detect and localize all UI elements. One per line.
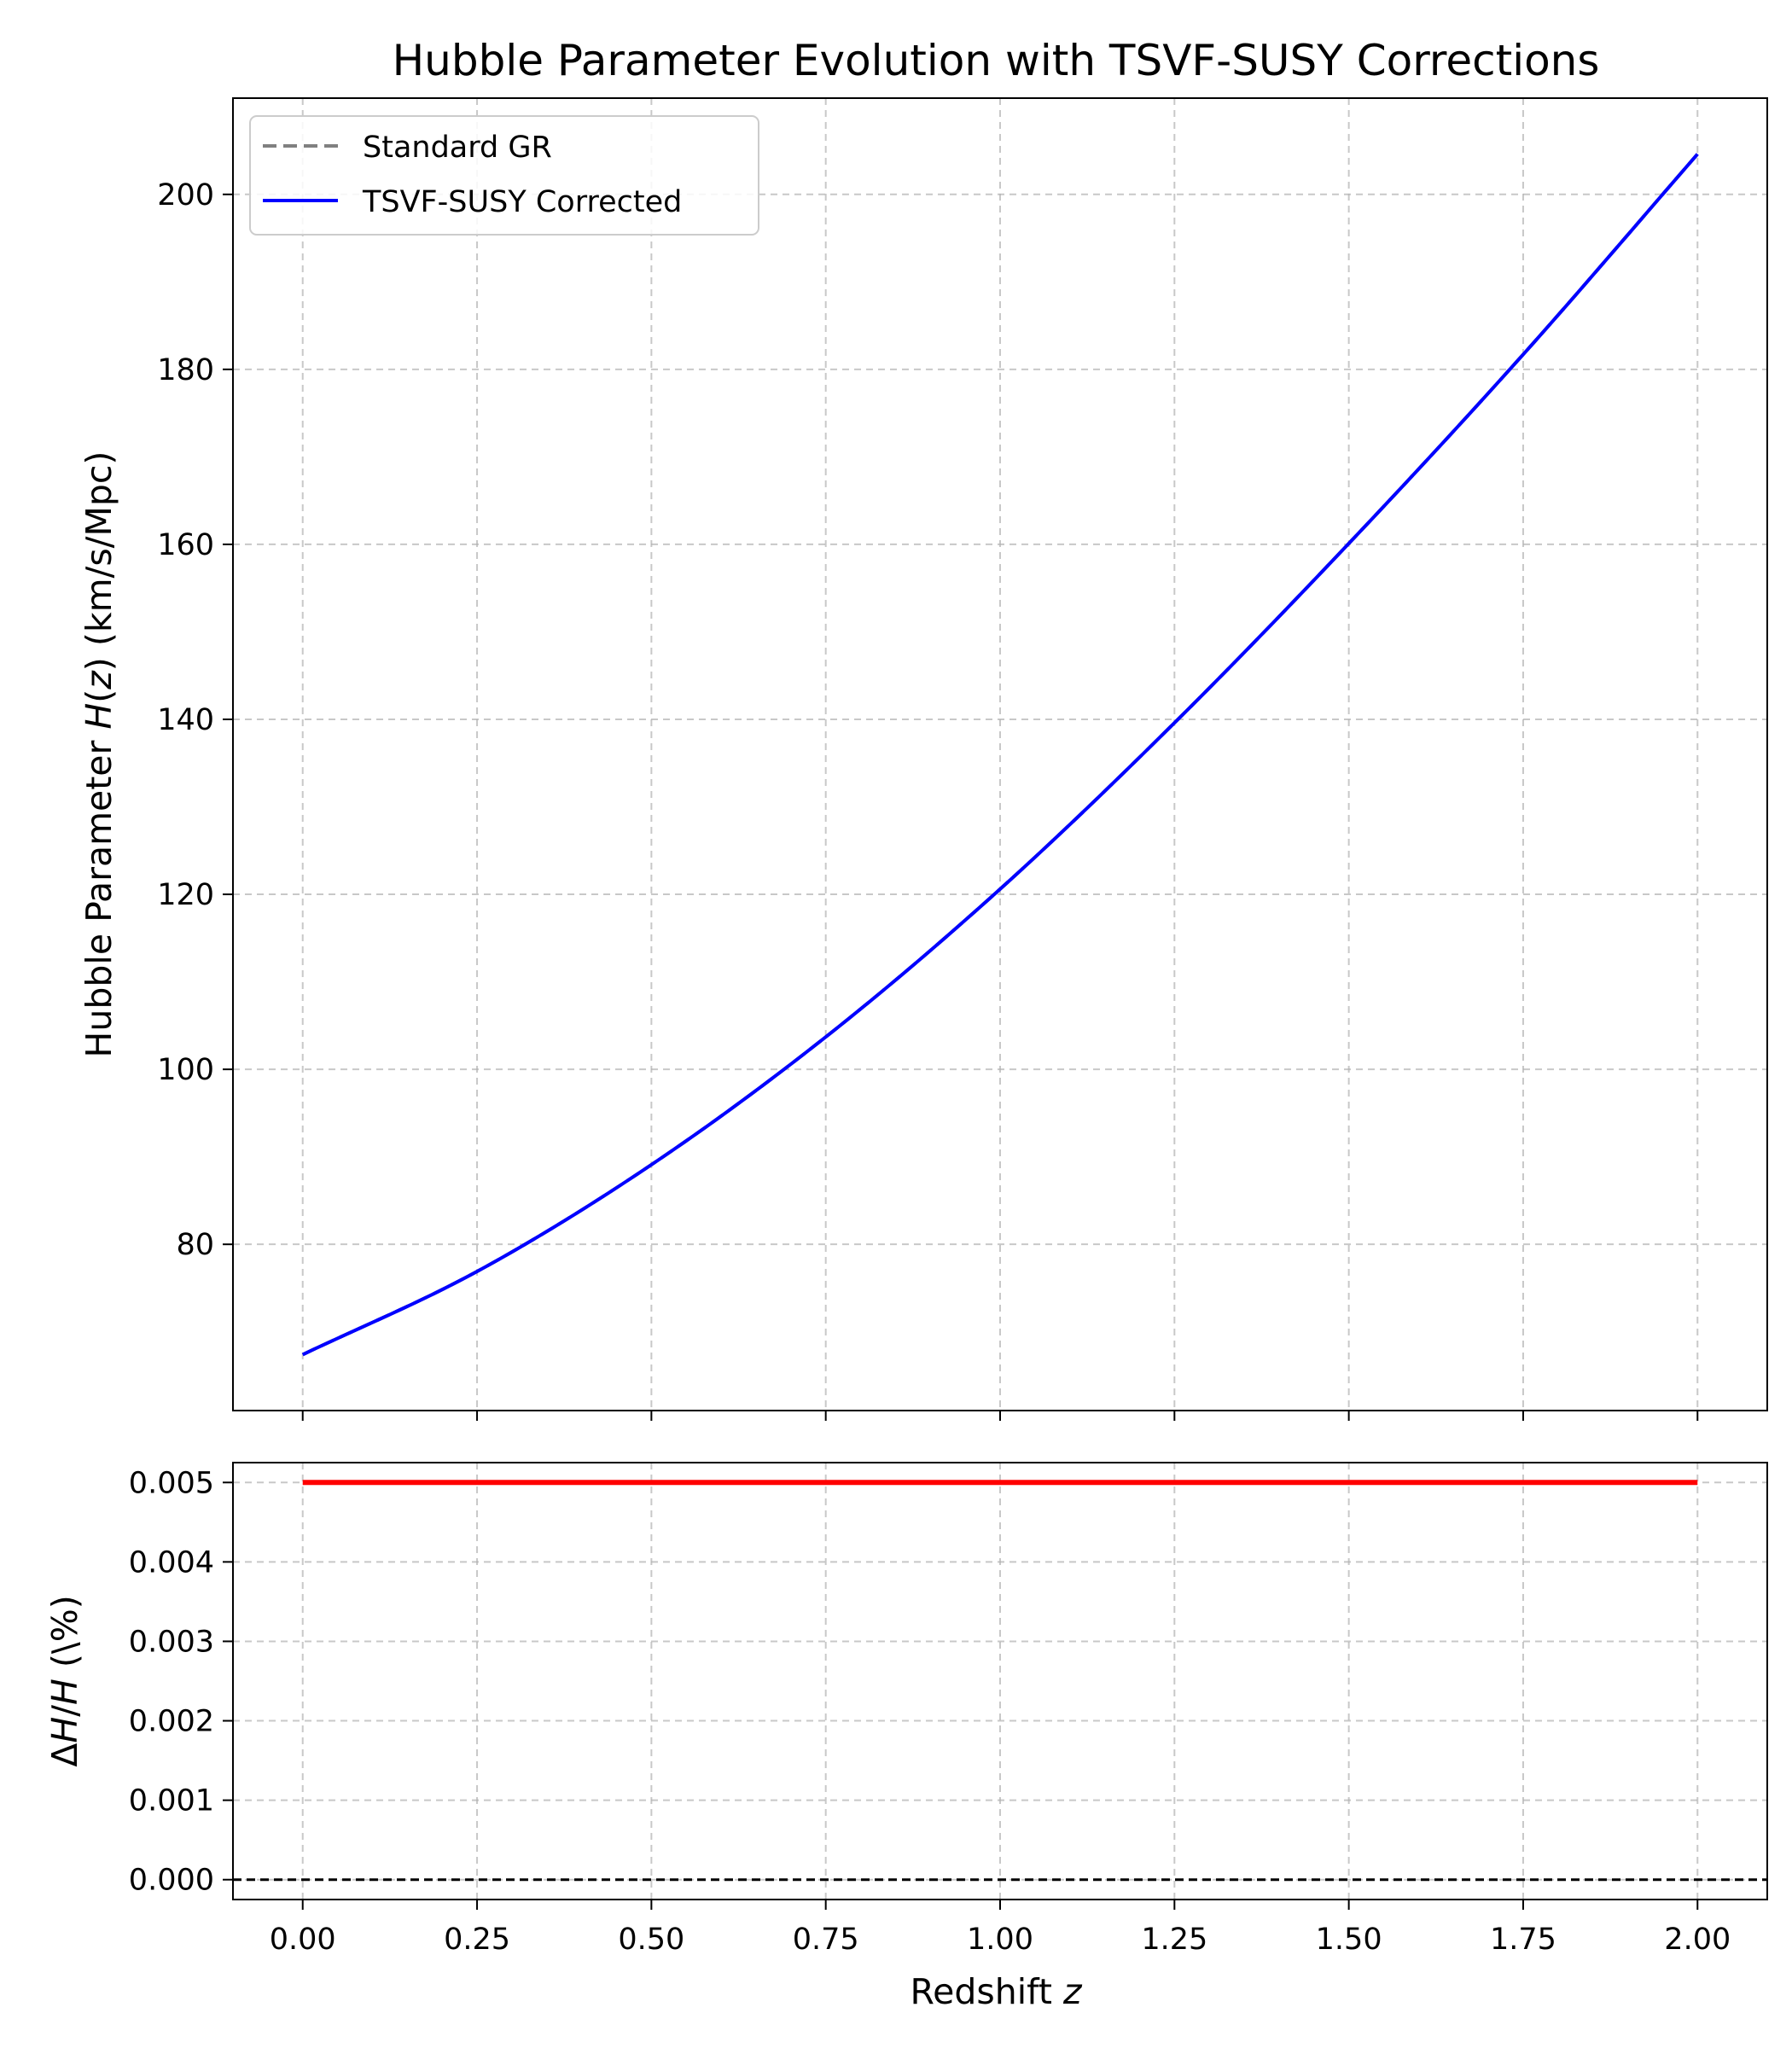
x-axis-label: Redshift z <box>911 1971 1083 2012</box>
top-y-tick-label: 80 <box>176 1228 214 1262</box>
bottom-series-layer <box>233 1480 1767 1882</box>
bottom-y-axis-label: ΔH/H (\%) <box>44 1595 85 1766</box>
x-label-math-z: z <box>1062 1971 1083 2012</box>
top-y-tick-label: 180 <box>157 353 214 387</box>
top-series-layer <box>301 153 1699 1357</box>
bottom-x-tick-label: 1.50 <box>1316 1923 1382 1957</box>
top-grid <box>233 98 1767 1411</box>
legend-label-tsvf-susy: TSVF-SUSY Corrected <box>362 185 682 219</box>
top-y-label-math-h: H <box>79 703 119 730</box>
x-label-text: Redshift <box>911 1971 1063 2012</box>
top-y-label-suffix: ) (km/s/Mpc) <box>79 451 119 672</box>
bottom-panel: 0.00 0.25 0.50 0.75 1.00 1.25 1.50 1.75 2.00 0.0… <box>44 1462 1768 2012</box>
bottom-x-tick-label: 0.50 <box>618 1923 684 1957</box>
chart-title: Hubble Parameter Evolution with TSVF-SUS… <box>393 36 1600 85</box>
bottom-x-tick-label: 1.75 <box>1490 1923 1556 1957</box>
bottom-x-ticks: 0.00 0.25 0.50 0.75 1.00 1.25 1.50 1.75 2.00 <box>270 1900 1731 1957</box>
bottom-x-tick-label: 0.75 <box>793 1923 859 1957</box>
bottom-y-tick-label: 0.002 <box>129 1705 214 1739</box>
bottom-y-tick-label: 0.005 <box>129 1466 214 1500</box>
top-y-label-math-z: z <box>79 670 119 690</box>
bottom-x-tick-label: 2.00 <box>1664 1923 1731 1957</box>
bottom-y-label-delta: Δ <box>44 1743 85 1767</box>
legend: Standard GR TSVF-SUSY Corrected <box>249 115 759 236</box>
bottom-y-tick-label: 0.001 <box>129 1784 214 1818</box>
bottom-y-tick-label: 0.000 <box>129 1864 214 1898</box>
bottom-y-tick-label: 0.003 <box>129 1625 214 1659</box>
bottom-y-label-suffix: (\%) <box>44 1595 85 1679</box>
top-y-tick-label: 160 <box>157 528 214 562</box>
bottom-x-tick-label: 0.00 <box>270 1923 336 1957</box>
top-y-label-open-paren: ( <box>79 689 119 703</box>
top-y-tick-label: 200 <box>157 178 214 212</box>
top-y-tick-label: 140 <box>157 703 214 737</box>
bottom-y-tick-label: 0.004 <box>129 1545 214 1580</box>
bottom-y-label-h2: H <box>44 1679 85 1705</box>
top-y-tick-label: 100 <box>157 1053 214 1087</box>
top-y-axis-label: Hubble Parameter H(z) (km/s/Mpc) <box>79 451 119 1058</box>
bottom-y-label-slash: / <box>44 1705 85 1717</box>
top-x-ticks <box>301 1411 1699 1421</box>
bottom-x-tick-label: 0.25 <box>444 1923 510 1957</box>
series-line-tsvf-susy <box>301 153 1699 1357</box>
top-y-ticks: 80 100 120 140 160 180 200 <box>157 178 233 1262</box>
top-panel: 80 100 120 140 160 180 200 Hubble Parameter H(… <box>79 97 1768 1421</box>
legend-box <box>249 115 759 236</box>
bottom-y-ticks: 0.000 0.001 0.002 0.003 0.004 0.005 <box>129 1466 233 1898</box>
top-y-label-prefix: Hubble Parameter <box>79 730 119 1058</box>
legend-label-standard-gr: Standard GR <box>363 131 552 165</box>
bottom-x-tick-label: 1.00 <box>967 1923 1033 1957</box>
bottom-y-label-h1: H <box>44 1717 85 1743</box>
bottom-x-tick-label: 1.25 <box>1141 1923 1207 1957</box>
top-y-tick-label: 120 <box>157 878 214 912</box>
